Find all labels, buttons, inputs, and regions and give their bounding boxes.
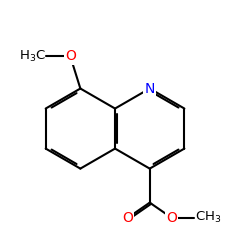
- Text: O: O: [65, 50, 76, 64]
- Text: CH$_3$: CH$_3$: [194, 210, 221, 226]
- Text: O: O: [166, 211, 177, 225]
- Text: N: N: [144, 82, 155, 96]
- Text: O: O: [122, 211, 133, 225]
- Text: H$_3$C: H$_3$C: [19, 49, 46, 64]
